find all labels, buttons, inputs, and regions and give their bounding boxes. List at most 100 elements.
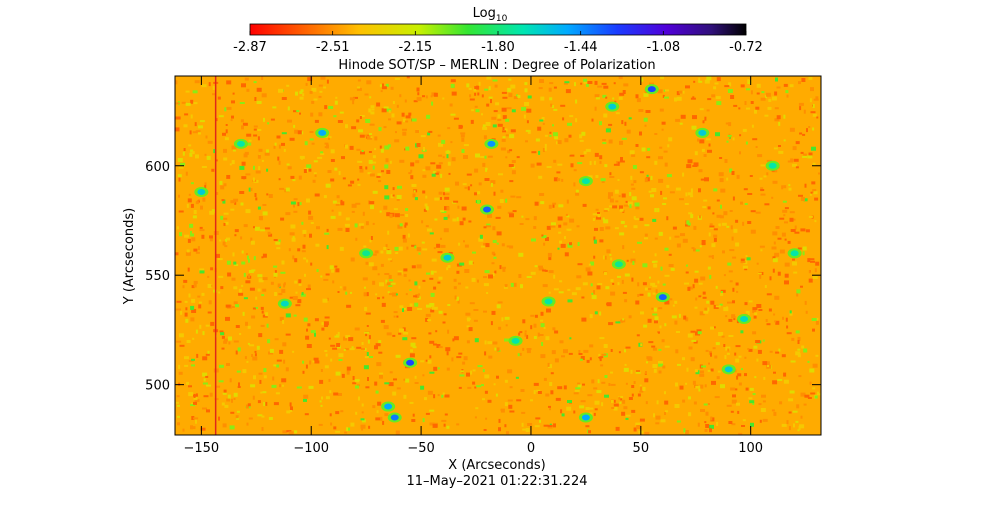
texture-speckle	[498, 326, 502, 330]
texture-speckle	[218, 416, 220, 421]
texture-speckle	[210, 321, 215, 326]
texture-speckle	[575, 387, 581, 390]
texture-speckle	[383, 325, 389, 330]
texture-speckle	[702, 120, 705, 124]
texture-speckle	[253, 375, 256, 380]
texture-speckle	[630, 369, 633, 374]
texture-speckle	[227, 394, 231, 399]
texture-speckle	[263, 117, 265, 122]
texture-speckle	[320, 76, 326, 80]
texture-speckle	[261, 415, 265, 418]
texture-speckle	[378, 180, 382, 183]
texture-speckle	[520, 389, 525, 392]
texture-speckle	[565, 213, 568, 216]
texture-speckle	[639, 171, 644, 174]
polarization-feature	[511, 337, 520, 344]
texture-speckle	[184, 364, 189, 367]
texture-speckle	[594, 152, 599, 157]
texture-speckle	[672, 226, 677, 230]
texture-speckle	[495, 102, 500, 106]
texture-speckle	[304, 141, 308, 146]
texture-speckle	[743, 188, 748, 191]
texture-speckle	[550, 103, 553, 107]
texture-speckle	[289, 137, 295, 141]
texture-speckle	[644, 287, 648, 291]
texture-speckle	[557, 140, 562, 145]
texture-speckle	[223, 338, 228, 342]
texture-speckle	[632, 165, 637, 169]
texture-speckle	[803, 348, 808, 353]
texture-speckle	[732, 287, 735, 292]
texture-speckle	[318, 95, 322, 98]
texture-speckle	[438, 142, 443, 147]
texture-speckle	[387, 258, 392, 261]
texture-speckle	[654, 133, 658, 135]
texture-speckle	[687, 159, 693, 164]
texture-speckle	[594, 94, 600, 98]
texture-speckle	[398, 246, 403, 251]
texture-speckle	[812, 387, 816, 390]
texture-speckle	[443, 423, 446, 427]
texture-speckle	[411, 337, 417, 340]
texture-speckle	[365, 332, 368, 337]
texture-speckle	[756, 92, 760, 95]
texture-speckle	[604, 164, 608, 168]
texture-speckle	[778, 150, 784, 154]
texture-speckle	[363, 292, 368, 297]
texture-speckle	[639, 293, 644, 296]
texture-speckle	[587, 271, 593, 276]
texture-speckle	[249, 344, 255, 347]
texture-speckle	[784, 262, 790, 267]
texture-speckle	[642, 282, 647, 286]
texture-speckle	[185, 307, 188, 311]
texture-speckle	[418, 154, 424, 159]
texture-speckle	[642, 263, 648, 268]
texture-speckle	[698, 188, 701, 193]
texture-speckle	[482, 124, 486, 128]
texture-speckle	[687, 286, 691, 291]
texture-speckle	[755, 211, 761, 214]
texture-speckle	[660, 76, 665, 80]
texture-speckle	[361, 411, 364, 414]
texture-speckle	[444, 196, 450, 200]
texture-speckle	[372, 405, 376, 409]
texture-speckle	[812, 127, 815, 131]
texture-speckle	[188, 193, 191, 196]
texture-speckle	[495, 393, 498, 397]
texture-speckle	[392, 101, 395, 104]
polarization-feature	[544, 298, 553, 305]
texture-speckle	[759, 245, 765, 248]
texture-speckle	[295, 304, 301, 307]
texture-speckle	[399, 94, 402, 98]
texture-speckle	[405, 378, 410, 383]
texture-speckle	[462, 183, 467, 186]
texture-speckle	[323, 278, 329, 281]
texture-speckle	[494, 84, 498, 88]
texture-speckle	[802, 251, 805, 256]
texture-speckle	[520, 284, 523, 289]
texture-speckle	[705, 424, 710, 428]
texture-speckle	[223, 212, 229, 215]
texture-speckle	[492, 124, 497, 128]
texture-speckle	[664, 162, 668, 167]
texture-speckle	[279, 384, 281, 388]
polarization-feature	[581, 414, 590, 421]
texture-speckle	[747, 193, 753, 195]
texture-speckle	[378, 127, 382, 132]
texture-speckle	[491, 262, 495, 265]
texture-speckle	[697, 331, 702, 335]
texture-speckle	[709, 226, 714, 229]
texture-speckle	[808, 76, 813, 80]
texture-speckle	[692, 165, 698, 167]
texture-speckle	[740, 330, 744, 334]
texture-speckle	[380, 90, 383, 93]
texture-speckle	[621, 137, 627, 140]
texture-speckle	[381, 108, 387, 113]
texture-speckle	[680, 114, 686, 119]
texture-speckle	[207, 350, 210, 355]
texture-speckle	[599, 155, 603, 160]
texture-speckle	[224, 245, 228, 248]
texture-speckle	[377, 173, 382, 177]
texture-speckle	[276, 364, 280, 368]
texture-speckle	[632, 250, 635, 253]
